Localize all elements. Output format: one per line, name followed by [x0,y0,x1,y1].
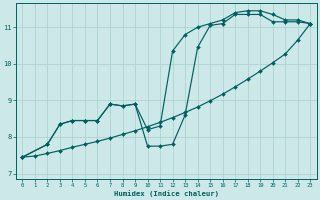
X-axis label: Humidex (Indice chaleur): Humidex (Indice chaleur) [114,190,219,197]
